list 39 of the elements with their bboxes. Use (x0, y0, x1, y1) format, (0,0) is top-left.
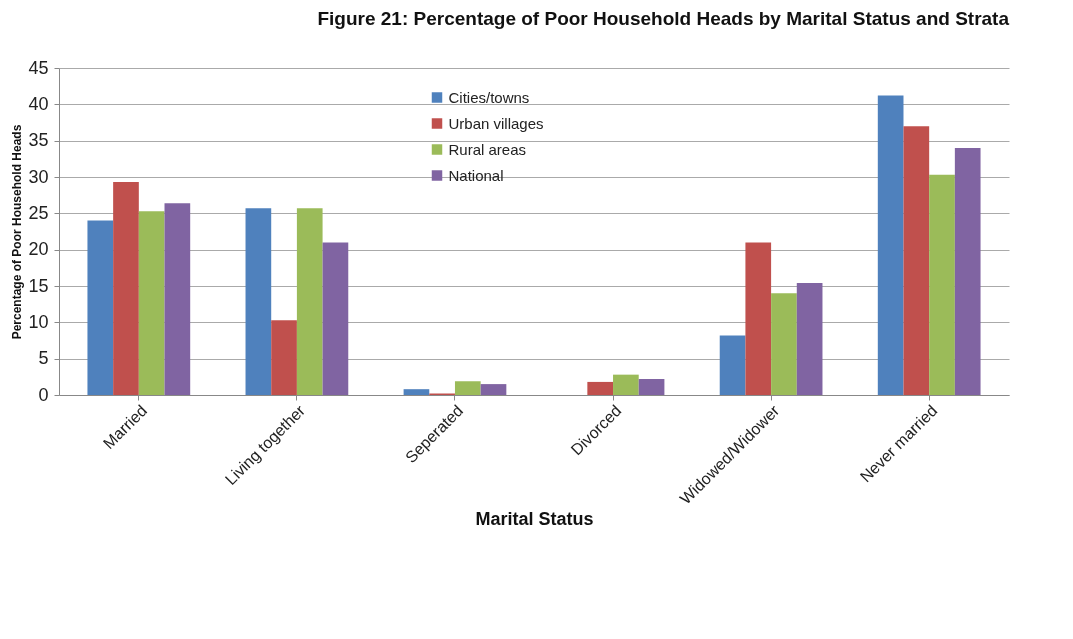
y-tick-label: 35 (28, 130, 49, 151)
bar (877, 95, 904, 395)
bar (903, 126, 930, 395)
y-tick-label: 45 (28, 57, 49, 78)
chart-title: Figure 21: Percentage of Poor Household Heads by Marital Status and Strata (317, 8, 1010, 29)
legend-label: National (448, 166, 504, 184)
y-tick-label: 20 (28, 239, 49, 260)
bar (403, 389, 430, 395)
bar (719, 335, 746, 395)
y-axis-title: Percentage of Poor Household Heads (10, 124, 25, 340)
bar (771, 293, 797, 395)
bar (638, 379, 665, 395)
bar (454, 381, 481, 395)
bar (745, 242, 772, 395)
y-tick-label: 40 (28, 93, 49, 114)
bar (613, 374, 639, 395)
bar (480, 384, 507, 395)
y-tick-label: 15 (28, 275, 49, 296)
bar (587, 381, 614, 395)
x-axis-title: Marital Status (475, 509, 594, 530)
y-tick-label: 10 (28, 311, 49, 332)
bar (322, 242, 349, 395)
y-tick-label: 5 (38, 348, 49, 369)
bar (271, 320, 297, 395)
bar (245, 208, 272, 395)
y-tick-label: 30 (28, 166, 49, 187)
bar (138, 211, 165, 395)
bar (796, 283, 823, 395)
y-tick-label: 25 (28, 202, 49, 223)
bar (929, 174, 955, 395)
bar (954, 147, 981, 395)
bar (296, 208, 323, 395)
bar (87, 220, 114, 395)
y-tick-label: 0 (38, 384, 49, 405)
bar (164, 203, 191, 395)
bar (113, 182, 139, 395)
legend-label: Urban villages (448, 114, 544, 132)
legend-label: Rural areas (448, 140, 527, 158)
legend-label: Cities/towns (448, 88, 530, 106)
